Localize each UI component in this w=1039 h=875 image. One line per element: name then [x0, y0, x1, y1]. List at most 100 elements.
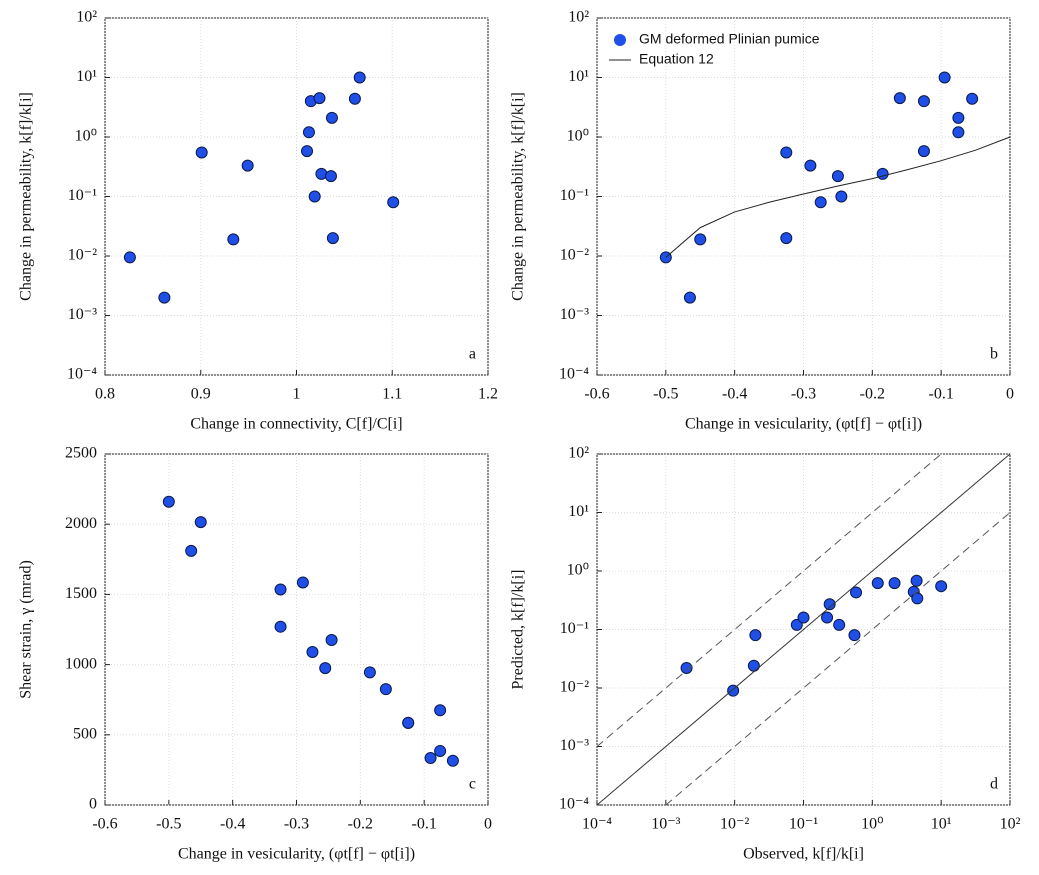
x-tick-label: -0.4 [722, 386, 747, 403]
y-tick-label: 10⁰ [75, 128, 97, 145]
point [804, 159, 817, 172]
y-tick-label: 10² [568, 9, 589, 26]
panel-letter: d [990, 776, 998, 793]
point [727, 684, 740, 697]
point [308, 190, 321, 203]
x-tick-label: 10¹ [931, 816, 952, 833]
point [790, 618, 803, 631]
y-tick-label: 1500 [65, 585, 97, 602]
legend-label: Equation 12 [639, 51, 714, 67]
point [348, 92, 361, 105]
x-axis-label: Change in vesicularity, (φt[f] − φt[i]) [178, 846, 415, 863]
y-tick-label: 10² [76, 9, 97, 26]
y-tick-label: 10⁻⁴ [559, 796, 589, 813]
x-tick-label: 0 [484, 816, 492, 833]
line [596, 453, 1011, 806]
y-tick-label: 10¹ [76, 68, 97, 85]
point [888, 577, 901, 590]
point [821, 611, 834, 624]
point [917, 145, 930, 158]
x-tick-label: 1.2 [478, 386, 498, 403]
panel-letter: a [469, 346, 476, 363]
x-tick-label: -0.3 [284, 816, 309, 833]
point [402, 716, 415, 729]
point [938, 71, 951, 84]
point [319, 662, 332, 675]
point [910, 574, 923, 587]
panel: -0.6 -0.5 -0.4 -0.3 -0.2 -0.1 0 0 500 1000 1500 200… [18, 445, 492, 863]
x-tick-label: 10⁻⁴ [582, 816, 612, 833]
point [227, 233, 240, 246]
point [325, 634, 338, 647]
point [749, 629, 762, 642]
point [835, 190, 848, 203]
y-tick-label: 2000 [65, 515, 97, 532]
point [780, 232, 793, 245]
point [326, 232, 339, 245]
x-axis-label: Change in connectivity, C[f]/C[i] [190, 416, 402, 433]
point [966, 92, 979, 105]
point [158, 291, 171, 304]
y-tick-label: 2500 [65, 445, 97, 462]
point [363, 666, 376, 679]
point [194, 516, 207, 529]
x-tick-label: 10⁰ [861, 816, 883, 833]
point [871, 577, 884, 590]
line [596, 453, 942, 747]
point [313, 92, 326, 105]
y-axis-label: Change in permeability, k[f]/k[i] [18, 92, 35, 301]
x-tick-label: 1.1 [382, 386, 402, 403]
point [446, 754, 459, 767]
point [850, 586, 863, 599]
x-tick-label: -0.2 [348, 816, 373, 833]
point [353, 71, 366, 84]
y-tick-label: 10⁻¹ [68, 187, 97, 204]
point [306, 645, 319, 658]
point [424, 751, 437, 764]
point [952, 111, 965, 124]
point [848, 629, 861, 642]
point [935, 580, 948, 593]
point [379, 683, 392, 696]
y-tick-label: 10⁰ [567, 562, 589, 579]
y-tick-label: 500 [73, 725, 97, 742]
point [831, 170, 844, 183]
point [876, 167, 889, 180]
point [434, 744, 447, 757]
x-tick-label: -0.4 [220, 816, 245, 833]
panel-letter: b [990, 346, 998, 363]
point [274, 583, 287, 596]
y-axis-label: Shear strain, γ (mrad) [18, 560, 35, 699]
point [683, 291, 696, 304]
y-tick-label: 10² [568, 445, 589, 462]
y-axis-label: Predicted, k[f]/k[i] [510, 570, 527, 690]
y-tick-label: 10⁻³ [560, 737, 589, 754]
point [952, 126, 965, 139]
point [780, 146, 793, 159]
x-tick-label: -0.1 [929, 386, 954, 403]
x-tick-label: -0.3 [791, 386, 816, 403]
legend-swatch [614, 34, 626, 46]
point [797, 611, 810, 624]
x-tick-label: 0.9 [191, 386, 211, 403]
y-tick-label: 10⁰ [567, 128, 589, 145]
line [665, 512, 1011, 806]
point [325, 111, 338, 124]
point [195, 146, 208, 159]
point [241, 159, 254, 172]
point [302, 126, 315, 139]
y-tick-label: 10¹ [568, 68, 589, 85]
point [296, 576, 309, 589]
point [434, 704, 447, 717]
y-tick-label: 10⁻² [560, 679, 589, 696]
x-tick-label: -0.6 [92, 816, 117, 833]
y-tick-label: 10⁻⁴ [67, 366, 97, 383]
point [893, 92, 906, 105]
panel: 0.8 0.9 1 1.1 1.2 10⁻⁴ 10⁻³ 10⁻² 10⁻¹ 10⁰ 10¹ 10² Ch… [18, 9, 498, 433]
x-tick-label: 10⁻³ [651, 816, 680, 833]
line [665, 136, 1011, 258]
x-tick-label: -0.2 [860, 386, 885, 403]
point [162, 495, 175, 508]
x-tick-label: 10⁻¹ [789, 816, 818, 833]
point [387, 196, 400, 209]
